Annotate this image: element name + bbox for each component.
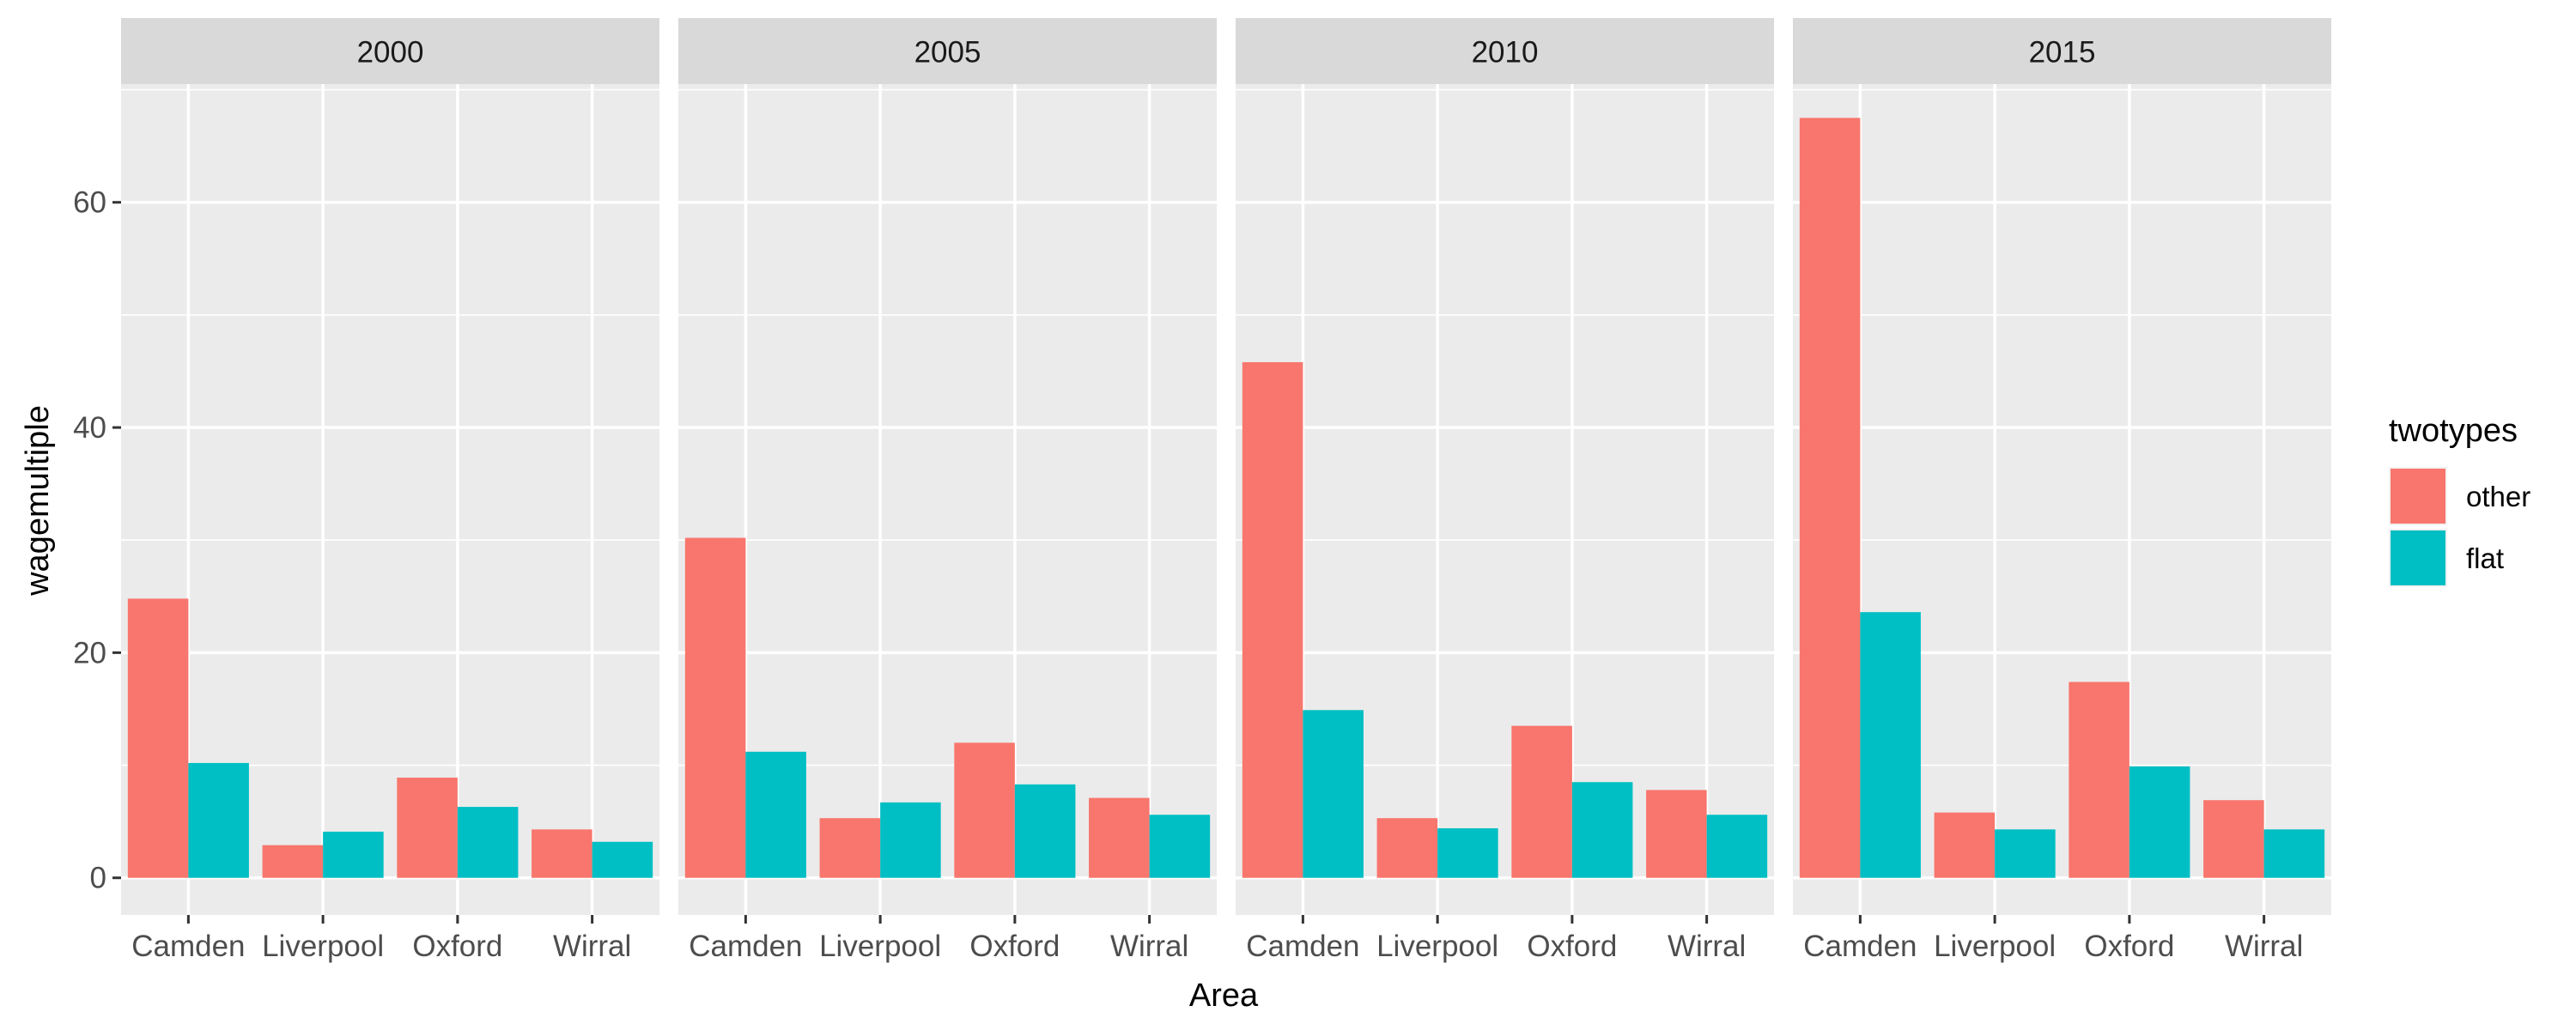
bar-other-oxford [2069, 682, 2129, 878]
facet-strip-label: 2005 [914, 36, 981, 70]
y-tick-label: 20 [73, 636, 106, 670]
bar-other-oxford [397, 777, 458, 878]
facet-panel-2010: 2010 Camden Liverpool Oxford Wirral [1236, 18, 1774, 963]
x-tick-label: Liverpool [1934, 930, 2056, 963]
x-tick-label: Wirral [1668, 930, 1746, 963]
bar-flat-camden [1860, 612, 1921, 878]
facet-strip [1236, 18, 1774, 84]
bar-flat-liverpool [323, 831, 384, 878]
bar-other-liverpool [819, 818, 881, 878]
facet-strip [121, 18, 659, 84]
bar-flat-liverpool [1995, 829, 2056, 878]
bar-flat-oxford [2129, 766, 2190, 878]
bar-flat-camden [745, 751, 806, 878]
bar-flat-liverpool [880, 802, 941, 878]
bar-other-liverpool [262, 845, 324, 878]
x-tick-label: Oxford [1527, 930, 1617, 963]
bar-flat-wirral [1149, 815, 1211, 878]
legend-key-flat [2391, 530, 2445, 585]
facet-strip-label: 2015 [2029, 36, 2096, 70]
y-tick-label: 0 [90, 862, 106, 895]
legend-label-other: other [2466, 481, 2530, 512]
facet-panels: 2000 Camden Liverpool Oxford Wirral 2005 Camde… [121, 18, 2331, 963]
legend-key-other [2391, 469, 2445, 524]
facet-strip-label: 2010 [1472, 36, 1539, 70]
bar-other-camden [127, 598, 189, 878]
x-tick-label: Oxford [969, 930, 1060, 963]
x-tick-label: Camden [1803, 930, 1917, 963]
y-tick-label: 60 [73, 186, 106, 220]
x-tick-label: Liverpool [819, 930, 941, 963]
bar-other-camden [1799, 118, 1861, 878]
legend: twotypes other flat [2389, 413, 2530, 587]
bar-other-wirral [2203, 800, 2264, 878]
x-tick-label: Oxford [2084, 930, 2174, 963]
bar-other-wirral [1646, 790, 1707, 878]
x-tick-label: Oxford [412, 930, 502, 963]
bar-flat-oxford [457, 807, 519, 878]
bar-flat-camden [188, 762, 249, 878]
bar-other-liverpool [1376, 818, 1438, 878]
bar-flat-wirral [2263, 829, 2325, 878]
bar-flat-oxford [1014, 784, 1076, 878]
y-axis-title: wagemultiple [20, 405, 56, 597]
bar-flat-wirral [592, 841, 653, 878]
bar-other-liverpool [1934, 812, 1996, 878]
facet-strip [1793, 18, 2331, 84]
bar-other-camden [1242, 361, 1303, 878]
bar-other-wirral [1089, 797, 1150, 878]
x-tick-label: Wirral [2225, 930, 2303, 963]
legend-label-flat: flat [2466, 542, 2504, 574]
facet-strip [678, 18, 1217, 84]
x-tick-label: Wirral [1110, 930, 1188, 963]
y-tick-label: 40 [73, 411, 106, 445]
bar-other-oxford [954, 742, 1015, 878]
legend-title: twotypes [2389, 413, 2518, 449]
bar-other-camden [684, 537, 746, 878]
bar-flat-liverpool [1437, 828, 1498, 878]
x-tick-label: Wirral [553, 930, 631, 963]
x-axis-title: Area [1189, 978, 1259, 1014]
x-tick-label: Liverpool [1376, 930, 1498, 963]
x-tick-label: Camden [689, 930, 802, 963]
facet-panel-2015: 2015 Camden Liverpool Oxford Wirral [1793, 18, 2331, 963]
bar-other-wirral [532, 829, 592, 878]
facet-panel-2000: 2000 Camden Liverpool Oxford Wirral [121, 18, 659, 963]
bar-flat-wirral [1706, 815, 1768, 878]
x-tick-label: Camden [131, 930, 245, 963]
y-axis: 0 20 40 60 [73, 186, 121, 895]
x-tick-label: Liverpool [262, 930, 384, 963]
bar-flat-oxford [1571, 782, 1633, 878]
bar-flat-camden [1303, 710, 1364, 878]
facet-panel-2005: 2005 Camden Liverpool Oxford Wirral [678, 18, 1217, 963]
x-tick-label: Camden [1246, 930, 1359, 963]
bar-other-oxford [1511, 725, 1572, 878]
facet-strip-label: 2000 [357, 36, 424, 70]
